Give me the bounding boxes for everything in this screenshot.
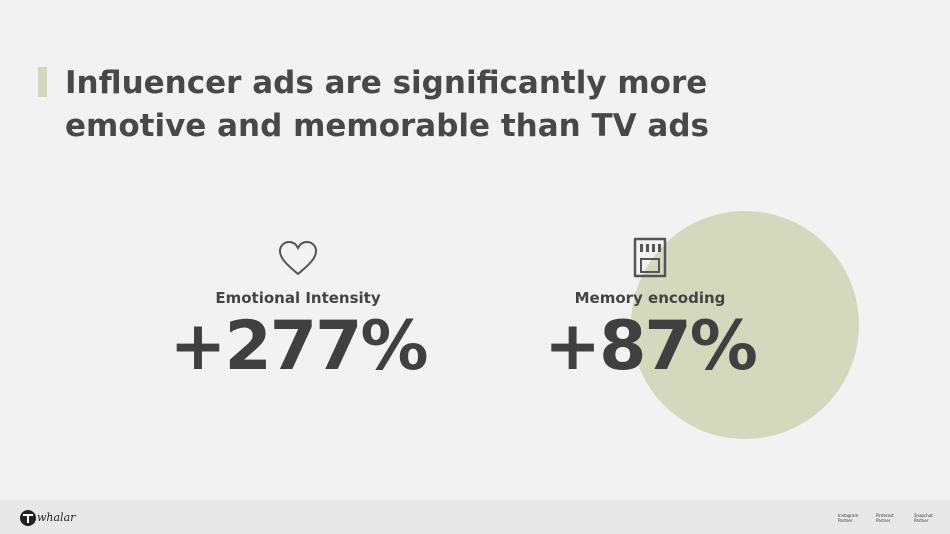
stat-block: Memory encoding +87% [500, 289, 800, 387]
partner-badge: Instagram Partner [838, 513, 859, 523]
accent-bar [38, 67, 47, 97]
heart-icon [278, 240, 318, 276]
memory-card-icon [633, 237, 667, 278]
stat-label: Memory encoding [574, 289, 726, 307]
brand-name: whalar [37, 511, 76, 524]
partner-badge: Snapchat Partner [914, 513, 933, 523]
stat-value: +87% [544, 307, 758, 386]
brand-logo [20, 510, 36, 526]
partner-badge: Pinterest Partner [876, 513, 894, 523]
decor-circle [631, 211, 859, 439]
stat-block: Emotional Intensity +277% [148, 289, 448, 387]
footer-bar [0, 500, 950, 534]
slide-title: Influencer ads are significantly more em… [65, 65, 709, 144]
stat-label: Emotional Intensity [215, 289, 381, 307]
stat-value: +277% [169, 307, 428, 386]
